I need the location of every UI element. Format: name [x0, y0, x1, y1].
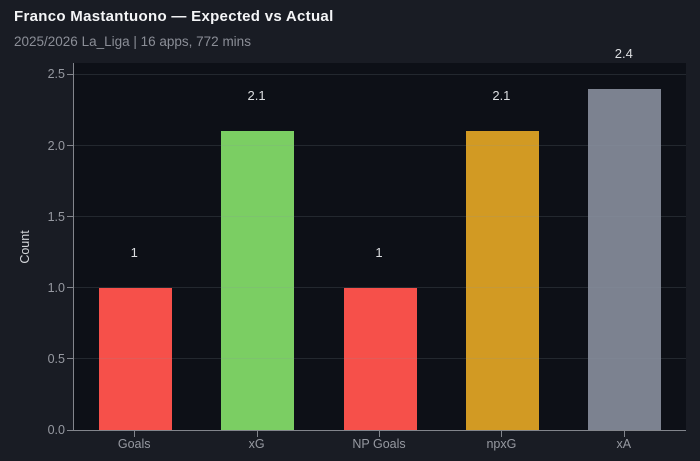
value-label-goals: 1 — [130, 244, 138, 260]
x-tick-mark — [134, 431, 136, 437]
y-tick-mark — [67, 287, 73, 289]
y-tick-label-2.5: 2.5 — [47, 67, 65, 82]
gridline — [74, 216, 686, 218]
gridline — [74, 73, 686, 75]
gridline — [74, 145, 686, 147]
y-tick-label-2.0: 2.0 — [47, 138, 65, 153]
x-tick-label-np-goals: NP Goals — [352, 437, 406, 451]
gridline — [74, 358, 686, 360]
y-tick-mark — [67, 73, 73, 75]
y-tick-mark — [67, 216, 73, 218]
y-tick-mark — [67, 358, 73, 360]
value-label-np-goals: 1 — [375, 244, 383, 260]
y-tick-label-0.0: 0.0 — [47, 423, 65, 437]
y-tick-label-1.0: 1.0 — [47, 280, 65, 295]
x-tick-label-xg: xG — [248, 437, 265, 451]
x-tick-label-goals: Goals — [117, 437, 151, 451]
bar-np-goals — [343, 287, 417, 430]
y-tick-mark — [67, 429, 73, 431]
value-label-npxg: 2.1 — [492, 88, 511, 104]
y-tick-mark — [67, 145, 73, 146]
chart-subtitle: 2025/2026 La_Liga | 16 apps, 772 mins — [14, 34, 251, 49]
gridlines-layer — [74, 63, 686, 430]
bar-xg — [221, 131, 295, 430]
x-tick-mark — [623, 431, 625, 437]
y-tick-label-0.5: 0.5 — [47, 351, 65, 366]
plot-area — [73, 63, 686, 431]
gridline — [74, 287, 686, 289]
bars-layer — [74, 63, 686, 430]
bar-goals — [98, 287, 172, 430]
x-tick-mark — [256, 431, 258, 437]
value-label-xg: 2.1 — [247, 88, 266, 104]
y-axis-label: Count — [18, 230, 32, 264]
x-tick-mark — [379, 431, 380, 437]
chart-title: Franco Mastantuono — Expected vs Actual — [14, 8, 334, 25]
x-tick-label-xa: xA — [616, 437, 632, 451]
y-tick-label-1.5: 1.5 — [47, 209, 65, 224]
bar-npxg — [465, 131, 539, 430]
x-tick-mark — [501, 431, 503, 437]
bar-xa — [588, 88, 662, 430]
x-tick-label-npxg: npxG — [486, 437, 517, 451]
value-label-xa: 2.4 — [614, 45, 633, 61]
